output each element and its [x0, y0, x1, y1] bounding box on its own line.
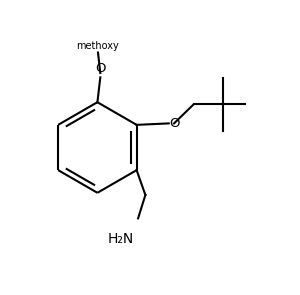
Text: O: O — [95, 62, 106, 75]
Text: O: O — [169, 117, 180, 130]
Text: methoxy: methoxy — [76, 41, 119, 51]
Text: H₂N: H₂N — [107, 232, 134, 245]
